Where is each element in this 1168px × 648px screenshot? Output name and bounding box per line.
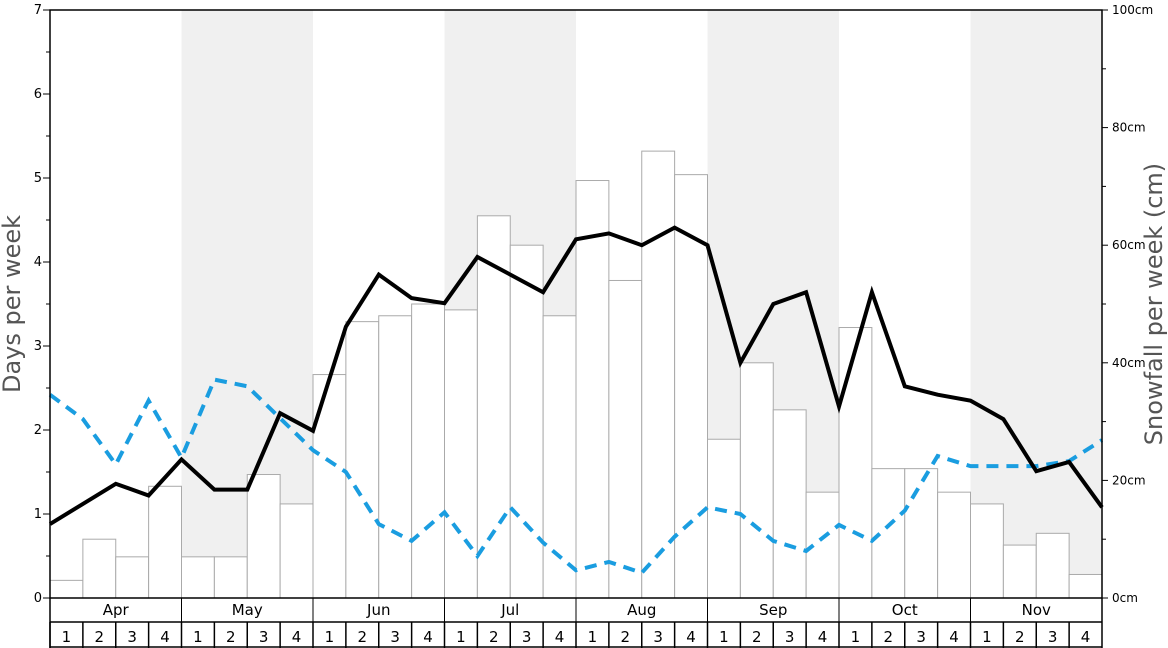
week-label: 2: [226, 628, 236, 646]
left-tick-label: 3: [34, 339, 42, 354]
month-label-apr: Apr: [103, 601, 130, 619]
right-tick-label: 100cm: [1112, 3, 1153, 17]
right-tick-label: 80cm: [1112, 121, 1146, 135]
right-tick-label: 60cm: [1112, 238, 1146, 252]
snowfall-bar: [82, 538, 117, 599]
week-label: 4: [423, 628, 433, 646]
snowfall-bar: [608, 279, 643, 599]
snowfall-bar: [312, 374, 347, 599]
month-label-nov: Nov: [1022, 601, 1051, 619]
right-tick-label: 20cm: [1112, 473, 1146, 487]
right-axis-group: 0cm 20cm 40cm 60cm 80cm 100cm: [1102, 3, 1153, 605]
snowfall-bar: [246, 474, 281, 599]
week-label: 3: [390, 628, 400, 646]
week-label: 4: [1081, 628, 1091, 646]
week-label: 2: [1015, 628, 1025, 646]
week-label: 3: [259, 628, 269, 646]
snowfall-bar: [49, 579, 84, 599]
week-label: 3: [1048, 628, 1058, 646]
left-tick-label: 5: [34, 171, 42, 186]
week-label: 2: [884, 628, 894, 646]
week-label: 4: [949, 628, 959, 646]
week-label: 1: [62, 628, 72, 646]
week-label: 1: [325, 628, 335, 646]
left-tick-label: 6: [34, 87, 42, 102]
snowfall-bar: [411, 303, 445, 599]
left-tick-label: 2: [34, 423, 42, 438]
week-label: 1: [588, 628, 598, 646]
snowfall-bar: [1035, 532, 1070, 599]
snowfall-bar: [148, 485, 182, 599]
snowfall-bar: [345, 321, 380, 599]
series-lines-group: [48, 225, 1104, 576]
snowfall-bar: [1068, 573, 1103, 599]
blue-dashed-line: [48, 377, 1104, 576]
left-tick-label: 0: [34, 591, 42, 606]
snowfall-bar: [739, 362, 774, 599]
week-label: 3: [522, 628, 532, 646]
month-label-sep: Sep: [759, 601, 787, 619]
snowfall-bar: [279, 503, 314, 599]
right-tick-label: 0cm: [1112, 591, 1138, 605]
week-label: 3: [916, 628, 926, 646]
snowfall-bar: [871, 468, 906, 599]
snowfall-bar: [970, 503, 1004, 599]
week-label: 3: [785, 628, 795, 646]
week-label: 2: [752, 628, 762, 646]
snowfall-bar: [641, 150, 676, 599]
week-label: 1: [193, 628, 203, 646]
snowfall-bar: [542, 315, 577, 599]
black-line: [48, 225, 1104, 526]
snowfall-bar: [181, 556, 215, 599]
week-label: 3: [127, 628, 137, 646]
week-label: 1: [456, 628, 466, 646]
right-axis-title: Snowfall per week (cm): [1140, 163, 1168, 445]
snowfall-bar: [444, 309, 478, 599]
week-label: 2: [358, 628, 368, 646]
week-label: 4: [160, 628, 170, 646]
left-tick-label: 7: [34, 3, 42, 18]
week-label: 1: [719, 628, 729, 646]
snowfall-bar: [213, 556, 248, 599]
week-label: 4: [555, 628, 565, 646]
month-label-may: May: [232, 601, 263, 619]
snowfall-bar: [838, 327, 873, 599]
snowfall-bar: [937, 491, 971, 599]
week-label: 1: [982, 628, 992, 646]
week-label: 3: [653, 628, 663, 646]
snowfall-bar: [772, 409, 807, 599]
snowfall-bar: [904, 468, 939, 599]
snowfall-bar: [115, 556, 150, 599]
snowfall-bar: [1002, 544, 1037, 599]
week-label: 2: [95, 628, 105, 646]
week-label: 2: [489, 628, 499, 646]
left-axis-group: 0 1 2 3 4 5 6 7: [34, 3, 50, 606]
right-tick-label: 40cm: [1112, 356, 1146, 370]
month-label-jul: Jul: [500, 601, 519, 619]
week-label: 4: [292, 628, 302, 646]
month-label-oct: Oct: [892, 601, 918, 619]
week-label: 4: [818, 628, 828, 646]
bottom-axis-group: Apr 1 2 3 4 May 1 2 3 4 Jun 1 2 3 4 Jul 1 2 3 4 Aug 1 2 3 4 Sep 1 2…: [49, 598, 1103, 648]
left-tick-label: 4: [34, 255, 42, 270]
snowfall-bar: [674, 174, 708, 599]
snowfall-bar: [575, 180, 610, 599]
left-tick-label: 1: [34, 507, 42, 522]
month-label-jun: Jun: [366, 601, 390, 619]
snowfall-bar: [509, 244, 544, 599]
week-label: 4: [686, 628, 696, 646]
snowfall-bar: [707, 438, 741, 599]
week-label: 2: [621, 628, 631, 646]
week-label: 1: [851, 628, 861, 646]
snowfall-bar: [378, 315, 413, 599]
month-label-aug: Aug: [627, 601, 656, 619]
month-shade-nov: [970, 10, 1102, 598]
left-axis-title: Days per week: [0, 215, 26, 393]
